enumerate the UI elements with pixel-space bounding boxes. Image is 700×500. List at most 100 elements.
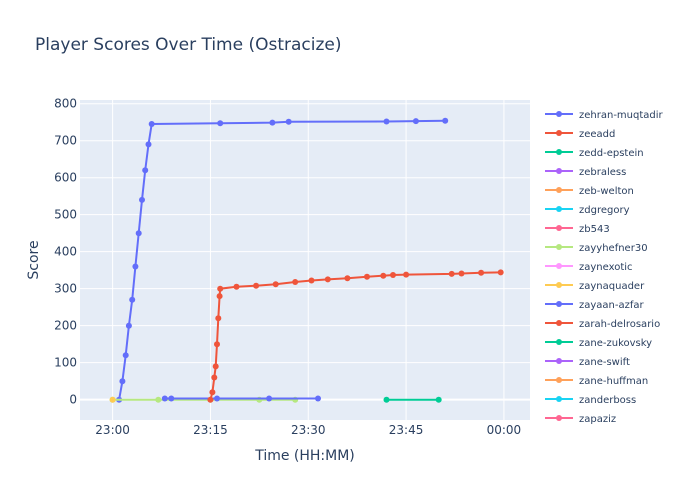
legend-label: zane-zukovsky — [579, 338, 652, 349]
data-point — [125, 322, 132, 329]
legend-label: zeeadd — [579, 129, 615, 140]
legend-label: zaynaquader — [579, 281, 645, 292]
legend-item[interactable]: zayyhefner30 — [545, 243, 648, 254]
legend-label: zaynexotic — [579, 262, 633, 273]
data-point — [209, 389, 216, 396]
legend-swatch-marker — [556, 320, 562, 326]
legend-label: zdgregory — [579, 205, 630, 216]
data-point — [139, 196, 145, 203]
y-tick-label: 300 — [54, 282, 77, 296]
legend: zehran-muqtadir zeeadd zedd-epstein zebrale… — [545, 110, 664, 425]
data-point — [161, 395, 168, 402]
data-point — [217, 285, 224, 292]
legend-label: zane-swift — [579, 357, 630, 368]
data-point — [364, 273, 370, 280]
data-point — [292, 279, 299, 285]
legend-item[interactable]: zaynaquader — [545, 281, 645, 292]
legend-label: zb543 — [579, 224, 610, 235]
y-tick-label: 700 — [54, 134, 77, 148]
legend-swatch-marker — [556, 225, 562, 231]
x-tick-label: 23:00 — [95, 423, 130, 437]
y-tick-label: 200 — [54, 319, 77, 333]
legend-item[interactable]: zeeadd — [545, 129, 615, 140]
legend-item[interactable]: zb543 — [545, 224, 610, 235]
legend-swatch-marker — [556, 111, 562, 117]
legend-item[interactable]: zayaan-azfar — [545, 300, 645, 311]
legend-swatch-marker — [556, 282, 562, 288]
legend-label: zane-huffman — [579, 376, 648, 387]
data-point — [448, 270, 455, 277]
legend-swatch-marker — [556, 358, 562, 364]
y-tick-label: 0 — [69, 393, 77, 407]
data-point — [215, 315, 222, 322]
data-point — [269, 119, 276, 126]
x-tick-label: 00:00 — [487, 423, 522, 437]
legend-item[interactable]: zaynexotic — [545, 262, 633, 273]
data-point — [344, 275, 351, 282]
data-point — [217, 120, 224, 127]
data-point — [119, 378, 126, 385]
legend-swatch-marker — [556, 244, 562, 250]
legend-item[interactable]: zdgregory — [545, 205, 630, 216]
data-point — [435, 396, 442, 403]
legend-item[interactable]: zehran-muqtadir — [545, 110, 664, 121]
chart-title: Player Scores Over Time (Ostracize) — [35, 35, 342, 55]
series-zarah-delrosario — [207, 269, 504, 403]
series-zehran-muqtadir — [116, 117, 449, 403]
data-point — [155, 396, 162, 403]
data-point — [324, 276, 331, 283]
legend-item[interactable]: zarah-delrosario — [545, 319, 660, 330]
series-zayaan-azfar — [161, 395, 321, 402]
data-point — [497, 269, 504, 276]
legend-swatch-marker — [556, 396, 562, 402]
legend-item[interactable]: zeb-welton — [545, 186, 634, 197]
legend-item[interactable]: zane-huffman — [545, 376, 648, 387]
legend-swatch-marker — [556, 263, 562, 269]
data-point — [383, 118, 390, 125]
y-tick-label: 500 — [54, 208, 77, 222]
x-tick-label: 23:15 — [193, 423, 228, 437]
data-point — [315, 395, 321, 402]
y-tick-label: 400 — [54, 245, 77, 259]
legend-label: zapaziz — [579, 414, 616, 425]
data-point — [412, 118, 419, 125]
data-point — [214, 395, 220, 402]
data-point — [145, 141, 152, 148]
legend-swatch-marker — [556, 301, 562, 307]
series-zaynaquader — [109, 396, 116, 403]
legend-label: zebraless — [579, 167, 626, 178]
data-point — [168, 395, 175, 402]
legend-item[interactable]: zedd-epstein — [545, 148, 644, 159]
legend-swatch-marker — [556, 339, 562, 345]
legend-item[interactable]: zane-swift — [545, 357, 630, 368]
data-point — [390, 272, 396, 278]
legend-item[interactable]: zapaziz — [545, 414, 616, 425]
data-point — [216, 293, 223, 300]
legend-swatch-marker — [556, 130, 562, 136]
tick-layer: 0 100 200 300 400 500 600 700 800 23:00 23:15 23:30… — [54, 97, 521, 437]
data-point — [132, 263, 139, 270]
y-axis-title: Score — [26, 240, 42, 279]
legend-item[interactable]: zanderboss — [545, 395, 636, 406]
data-point — [442, 117, 449, 124]
data-point — [233, 283, 240, 290]
plot-area — [80, 100, 530, 420]
data-point — [212, 363, 219, 370]
legend-item[interactable]: zane-zukovsky — [545, 338, 652, 349]
data-point — [403, 271, 410, 278]
legend-swatch-marker — [556, 206, 562, 212]
x-axis-title: Time (HH:MM) — [254, 448, 355, 464]
legend-label: zayaan-azfar — [579, 300, 645, 311]
legend-label: zanderboss — [579, 395, 636, 406]
data-point — [383, 396, 390, 403]
legend-item[interactable]: zebraless — [545, 167, 626, 178]
series-layer — [109, 117, 504, 403]
y-tick-label: 100 — [54, 356, 77, 370]
data-point — [211, 374, 218, 381]
legend-swatch-marker — [556, 168, 562, 174]
legend-label: zehran-muqtadir — [579, 110, 664, 121]
data-point — [207, 396, 214, 403]
x-tick-label: 23:45 — [389, 423, 424, 437]
legend-swatch-marker — [556, 149, 562, 155]
